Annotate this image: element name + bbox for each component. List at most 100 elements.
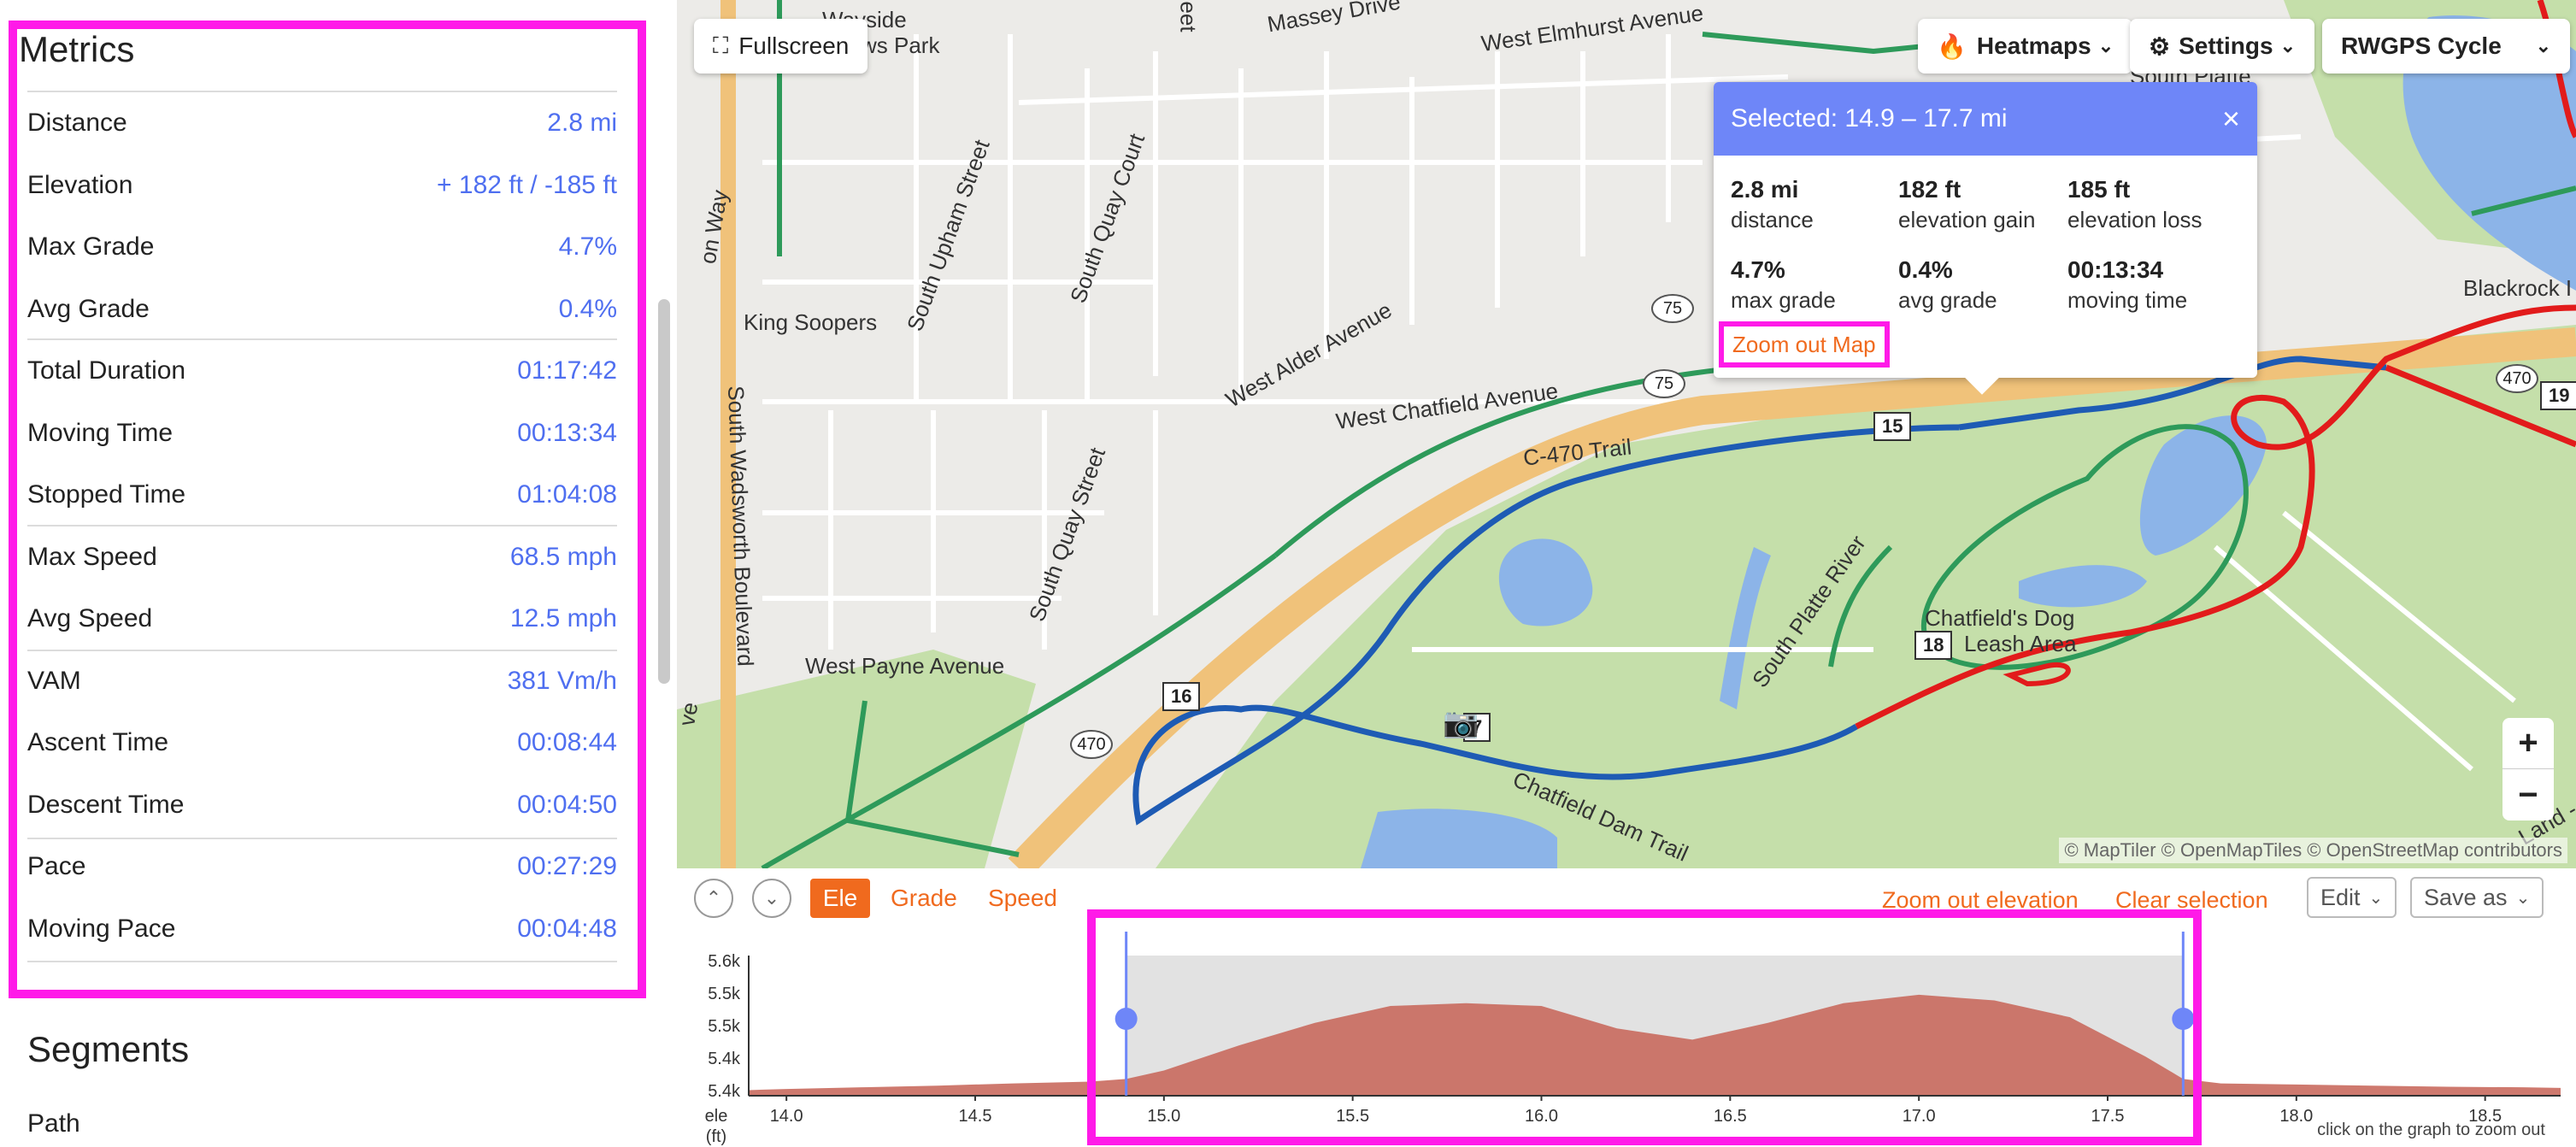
metric-value: 00:27:29 bbox=[517, 852, 617, 880]
segments-title: Segments bbox=[27, 1029, 190, 1069]
selection-handle[interactable] bbox=[2172, 1008, 2195, 1030]
map-label: West Payne Avenue bbox=[805, 653, 1005, 679]
chevron-up-icon[interactable]: ⌃ bbox=[694, 879, 733, 918]
segment-item-path[interactable]: Path bbox=[27, 1109, 80, 1138]
map-style-select[interactable]: RWGPS Cycle ⌄ bbox=[2322, 19, 2570, 74]
popup-stat-value: 182 ft bbox=[1898, 176, 1961, 203]
chevron-down-icon[interactable]: ⌄ bbox=[752, 879, 791, 918]
route-marker-16[interactable]: 16 bbox=[1162, 682, 1201, 711]
metric-row: Moving Time 00:13:34 bbox=[27, 403, 617, 464]
metric-divider bbox=[27, 525, 617, 526]
x-tick-label: 17.0 bbox=[1903, 1107, 1936, 1126]
map-label: eet bbox=[1175, 1, 1202, 32]
metric-value: 381 Vm/h bbox=[507, 666, 617, 695]
metric-label: Moving Time bbox=[27, 418, 173, 447]
camera-icon[interactable]: 📷 bbox=[1443, 707, 1479, 739]
zoom-out-map-button[interactable]: Zoom out Map bbox=[1719, 321, 1890, 368]
clear-selection-link[interactable]: Clear selection bbox=[2115, 886, 2268, 913]
metric-value: 00:04:50 bbox=[517, 790, 617, 819]
highway-shield: 75 bbox=[1651, 294, 1694, 323]
route-marker-18[interactable]: 18 bbox=[1914, 631, 1953, 660]
popup-stat-value: 0.4% bbox=[1898, 256, 1953, 283]
tab-grade[interactable]: Grade bbox=[891, 885, 957, 911]
x-tick-label: 16.5 bbox=[1714, 1107, 1747, 1126]
metric-label: Distance bbox=[27, 109, 127, 137]
metric-row: Distance 2.8 mi bbox=[27, 92, 617, 154]
metric-label: Stopped Time bbox=[27, 480, 186, 509]
zoom-out-elevation-link[interactable]: Zoom out elevation bbox=[1882, 886, 2079, 913]
metric-row: Max Grade 4.7% bbox=[27, 216, 617, 278]
close-icon[interactable]: × bbox=[2221, 101, 2240, 136]
tab-elevation[interactable]: Ele bbox=[810, 879, 870, 918]
sidebar-scrollbar[interactable] bbox=[658, 299, 670, 684]
chevron-down-icon: ⌄ bbox=[2279, 35, 2297, 56]
map-label: Blackrock I bbox=[2463, 275, 2573, 301]
metric-row: VAM 381 Vm/h bbox=[27, 650, 617, 712]
metric-row: Avg Grade 0.4% bbox=[27, 279, 617, 340]
x-tick-label: 17.5 bbox=[2091, 1107, 2125, 1126]
metric-label: VAM bbox=[27, 666, 81, 695]
metric-value: + 182 ft / -185 ft bbox=[437, 170, 617, 199]
settings-button[interactable]: ⚙ Settings ⌄ bbox=[2130, 19, 2315, 74]
metric-divider bbox=[27, 838, 617, 839]
fullscreen-label: Fullscreen bbox=[738, 32, 850, 59]
zoom-in-button[interactable]: + bbox=[2502, 718, 2554, 769]
elevation-chart[interactable]: 5.6k 5.5k 5.5k 5.4k 5.4k 14.0 14.5 15.0 15.5 16.0… bbox=[677, 928, 2576, 1147]
x-tick-label: 14.0 bbox=[770, 1107, 803, 1126]
fullscreen-button[interactable]: ⛶ Fullscreen bbox=[694, 19, 868, 74]
metric-value: 0.4% bbox=[558, 294, 617, 323]
x-tick-label: 14.5 bbox=[959, 1107, 992, 1126]
metric-value: 4.7% bbox=[558, 232, 617, 261]
edit-label: Edit bbox=[2320, 884, 2361, 910]
x-tick-label: 18.0 bbox=[2279, 1107, 2313, 1126]
chevron-down-icon: ⌄ bbox=[2368, 888, 2384, 908]
tab-speed[interactable]: Speed bbox=[988, 885, 1057, 911]
popup-stat-label: distance bbox=[1731, 207, 1814, 232]
y-tick-label: 5.5k bbox=[708, 985, 741, 1003]
route-marker-15[interactable]: 15 bbox=[1873, 412, 1912, 441]
metric-value: 68.5 mph bbox=[509, 542, 617, 571]
metrics-title: Metrics bbox=[19, 29, 135, 69]
chevron-down-icon: ⌄ bbox=[2535, 35, 2551, 56]
map-canvas[interactable] bbox=[677, 0, 2576, 868]
metric-label: Descent Time bbox=[27, 790, 185, 819]
y-axis-label: ele bbox=[705, 1107, 728, 1126]
y-tick-label: 5.5k bbox=[708, 1017, 741, 1036]
popup-stat: 185 ft elevation loss bbox=[2067, 176, 2238, 233]
popup-title: Selected: 14.9 – 17.7 mi bbox=[1731, 104, 2008, 132]
heatmaps-button[interactable]: 🔥 Heatmaps ⌄ bbox=[1918, 19, 2133, 74]
map-label: Chatfield's Dog bbox=[1925, 605, 2075, 631]
save-as-dropdown[interactable]: Save as ⌄ bbox=[2410, 877, 2544, 918]
metric-row: Moving Pace 00:04:48 bbox=[27, 898, 617, 960]
map-attribution[interactable]: © MapTiler © OpenMapTiles © OpenStreetMa… bbox=[2059, 838, 2567, 863]
popup-stat-label: max grade bbox=[1731, 287, 1836, 313]
map-label: King Soopers bbox=[744, 309, 878, 335]
route-marker-17[interactable]: 7 bbox=[1463, 713, 1491, 742]
edit-dropdown[interactable]: Edit ⌄ bbox=[2307, 877, 2397, 918]
metrics-highlight-box bbox=[9, 21, 646, 998]
x-tick-label: 16.0 bbox=[1525, 1107, 1558, 1126]
metric-row: Ascent Time 00:08:44 bbox=[27, 712, 617, 773]
highway-shield: 470 bbox=[2496, 364, 2538, 393]
metric-divider bbox=[27, 961, 617, 962]
popup-stat-label: moving time bbox=[2067, 287, 2188, 313]
popup-header: Selected: 14.9 – 17.7 mi × bbox=[1714, 82, 2257, 156]
heatmaps-label: Heatmaps bbox=[1976, 32, 2091, 59]
metric-label: Elevation bbox=[27, 170, 133, 199]
y-axis-unit: (ft) bbox=[706, 1127, 726, 1146]
popup-stat-label: avg grade bbox=[1898, 287, 1997, 313]
settings-label: Settings bbox=[2179, 32, 2273, 59]
highway-shield: 75 bbox=[1643, 369, 1685, 398]
y-tick-label: 5.4k bbox=[708, 1082, 741, 1101]
metric-value: 00:08:44 bbox=[517, 728, 617, 756]
popup-stat: 182 ft elevation gain bbox=[1898, 176, 2069, 233]
x-tick-label: 15.5 bbox=[1336, 1107, 1369, 1126]
metric-row: Descent Time 00:04:50 bbox=[27, 774, 617, 836]
popup-stat-label: elevation gain bbox=[1898, 207, 2036, 232]
selection-handle[interactable] bbox=[1115, 1008, 1138, 1030]
metric-label: Avg Grade bbox=[27, 294, 150, 323]
metric-label: Pace bbox=[27, 852, 86, 880]
route-marker-19[interactable]: 19 bbox=[2540, 381, 2576, 410]
zoom-out-button[interactable]: − bbox=[2502, 769, 2554, 821]
map-view[interactable]: Wayside ws Park Massey Drive West Elmhur… bbox=[677, 0, 2576, 868]
